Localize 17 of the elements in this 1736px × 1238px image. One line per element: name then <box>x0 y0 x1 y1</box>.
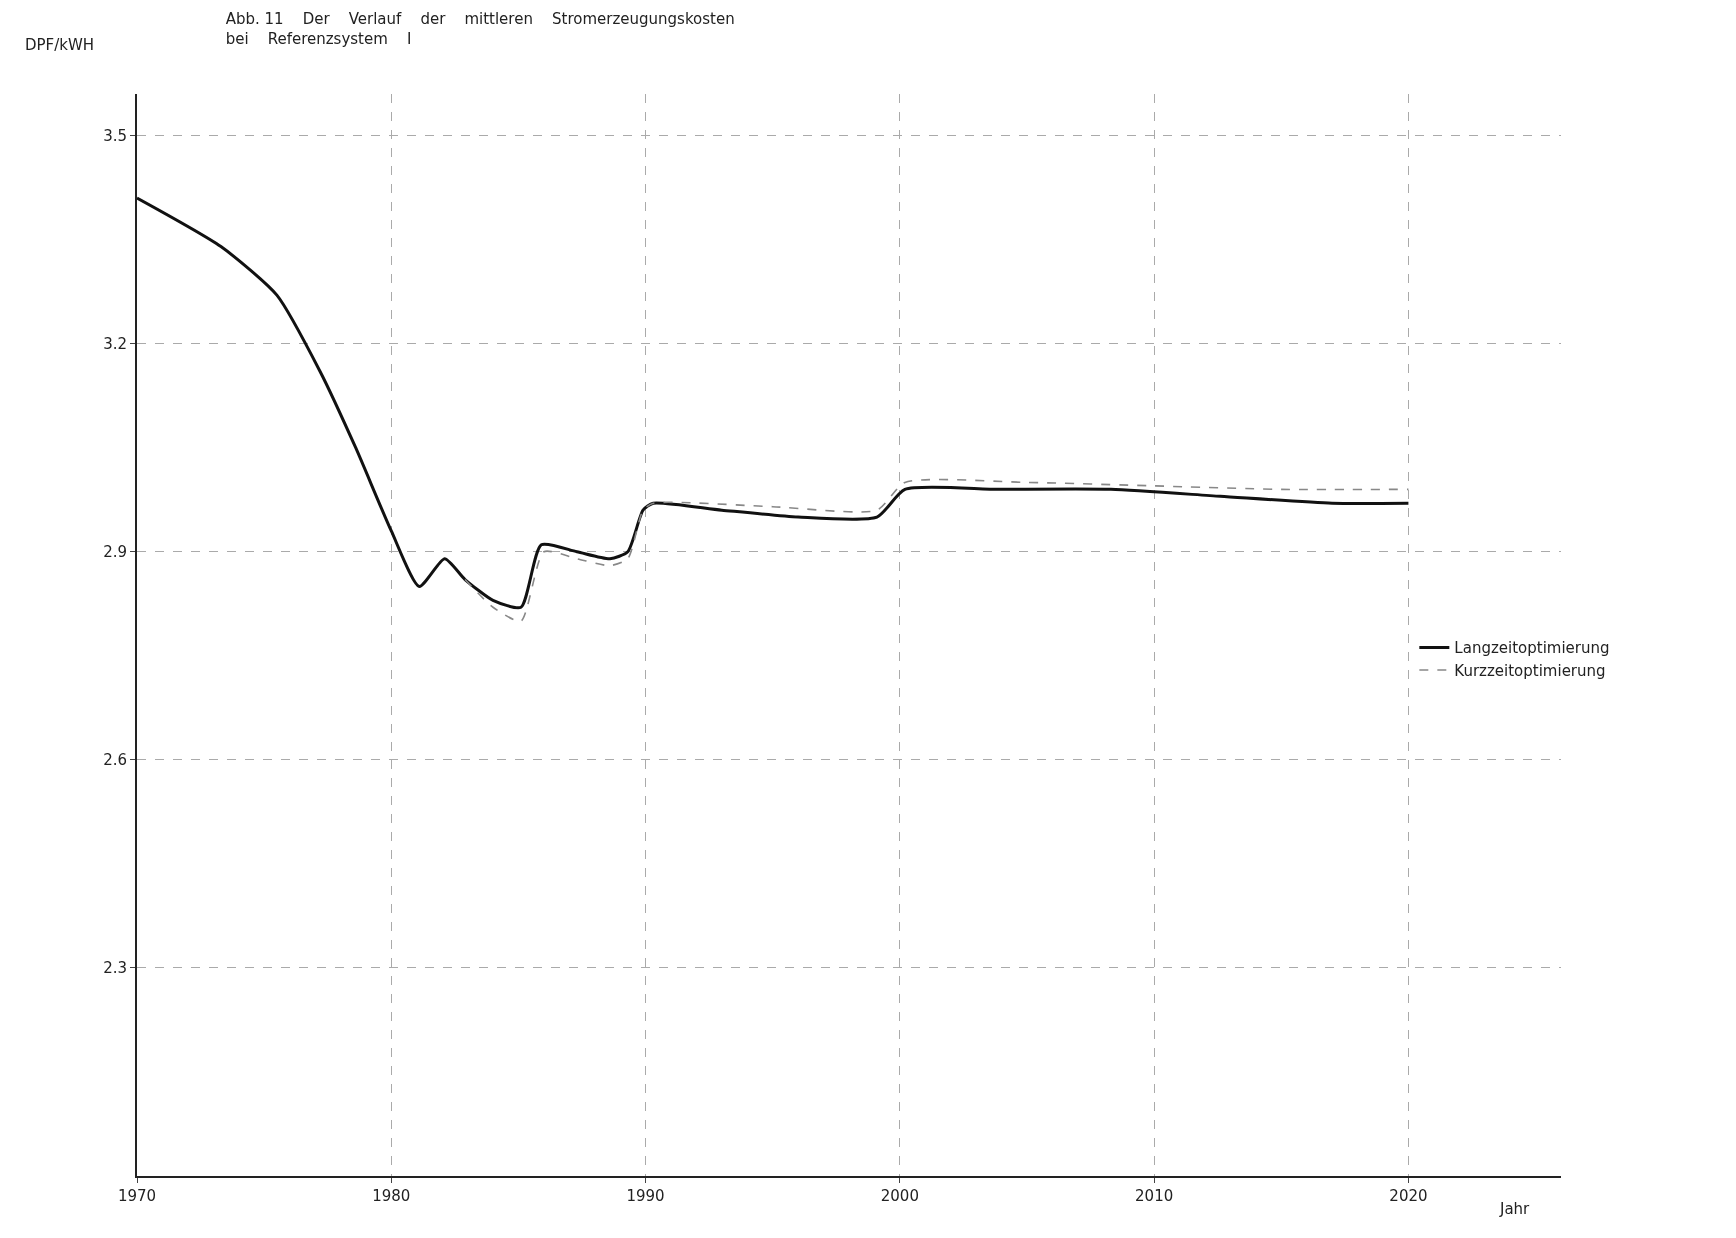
x-tick-label: 1990 <box>626 1187 665 1205</box>
y-tick-label: 3.5 <box>103 126 127 145</box>
chart-title: Abb. 11 Der Verlauf der mittleren Stromerzeugungskosten bei Referenzsystem I <box>225 10 735 48</box>
y-tick-label: 3.2 <box>103 334 127 353</box>
x-tick-label: 2000 <box>880 1187 919 1205</box>
y-tick-label: 2.9 <box>103 543 127 562</box>
x-tick-label: 2020 <box>1389 1187 1428 1205</box>
x-tick-label: 1980 <box>372 1187 411 1205</box>
x-axis-title: Jahr <box>1499 1200 1531 1218</box>
line-series <box>137 196 1410 610</box>
x-tick-label: 2010 <box>1135 1187 1174 1205</box>
y-tick-label: 2.6 <box>103 751 127 770</box>
y-axis-title: DPF/kWH <box>25 36 95 54</box>
legend-label: Langzeitoptimierung <box>1454 639 1610 658</box>
y-tick-label: 2.3 <box>103 959 127 978</box>
x-tick-label: 1970 <box>117 1187 157 1205</box>
legend-label: Kurzzeitoptimierung <box>1454 661 1606 680</box>
